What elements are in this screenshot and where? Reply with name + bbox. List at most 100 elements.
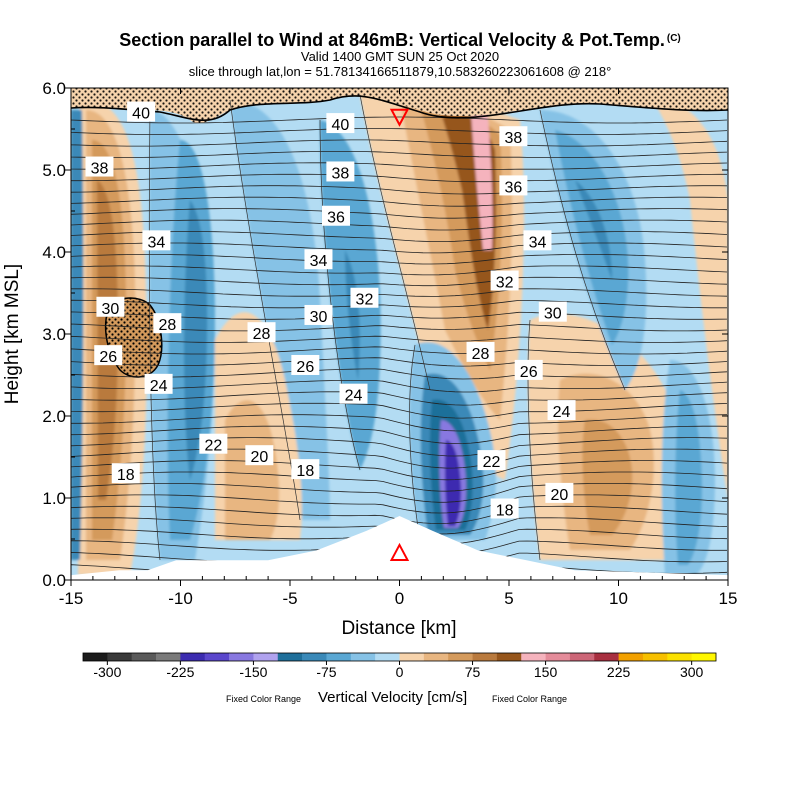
theta-label-box [304,249,333,270]
theta-label-box [490,270,519,291]
y-tick-label: 1.0 [42,489,66,508]
x-tick-label: -15 [59,589,84,608]
theta-label-text: 34 [310,253,328,270]
theta-label: 22 [199,433,228,455]
theta-label-box [466,341,495,362]
theta-label: 36 [499,175,528,196]
isentrope-line [71,231,728,243]
theta-label-box [523,230,552,251]
theta-label-text: 36 [327,210,345,227]
isentrope-line [71,448,728,469]
updraft-core-center [225,400,280,540]
isentrope-line [71,368,728,380]
y-tick-label: 4.0 [42,243,66,262]
updraft-column-edge [650,95,728,500]
colorbar-swatch [545,653,571,661]
theta-label-text: 26 [296,359,314,376]
theta-label-box [499,126,528,147]
colorbar-tick-label: -225 [166,664,194,680]
theta-label: 28 [466,341,495,363]
theta-label: 24 [547,400,576,421]
theta-label: 18 [490,498,519,519]
isentrope-line [71,460,728,481]
isentrope-line [71,219,728,231]
theta-label-box [245,445,274,466]
theta-label: 40 [127,101,156,123]
theta-label-box [490,498,519,519]
chart-title: Section parallel to Wind at 846mB: Verti… [0,30,800,51]
chart-subtitle-slice: slice through lat,lon = 51.7813416651187… [188,64,612,79]
colorbar-swatch [594,653,619,661]
isentrope-line [71,288,728,297]
isentrope-line [71,414,728,432]
theta-label-box [85,156,114,177]
colorbar-tick-label: 225 [607,664,631,680]
terrain-mask [71,516,728,580]
theta-label-text: 34 [529,234,547,251]
chart-subtitle-valid-time: Valid 1400 GMT SUN 25 Oct 2020 [300,49,500,64]
isentrope-line [71,208,728,219]
theta-label: 24 [144,373,173,395]
theta-label: 30 [96,296,125,318]
theta-label: 34 [142,230,171,251]
theta-label-box [538,301,567,322]
theta-label-text: 26 [99,349,117,366]
downdraft-region-3 [184,200,208,480]
theta-label-box [144,373,173,394]
theta-label-box [127,101,156,122]
theta-label-text: 36 [504,179,522,196]
y-axis-label: Height [km MSL] [2,264,23,404]
colorbar-swatch [350,653,376,661]
theta-label-text: 20 [250,449,268,466]
x-tick-label: 0 [395,589,404,608]
isentrope-line [71,265,728,276]
theta-label-text: 26 [520,364,538,381]
theta-label: 28 [247,322,276,343]
y-tick-label: 5.0 [42,161,66,180]
downdraft-core-far-right [675,390,702,565]
theta-label: 20 [245,445,274,466]
theta-label-text: 38 [91,161,109,178]
x-tick-label: -5 [282,589,297,608]
theta-label: 18 [291,459,320,480]
theta-label-text: 40 [132,106,150,123]
theta-label: 32 [490,270,519,292]
x-axis-label: Distance [km] [341,618,456,639]
theta-label: 38 [326,161,355,182]
colorbar-swatch [204,653,230,661]
isentrope-line [71,276,728,287]
colorbar-swatch [156,653,181,661]
isentrope-line [71,254,728,265]
theta-label-text: 38 [504,130,522,147]
theta-label-text: 32 [356,292,374,309]
colorbar-swatch [667,653,692,661]
theta-label-box [339,383,368,404]
colorbar-swatch [691,653,717,661]
theta-label-text: 18 [496,502,514,519]
colorbar-swatch [642,653,668,661]
theta-label-text: 28 [253,326,271,343]
theta-label: 38 [85,156,114,178]
theta-label-text: 18 [117,467,135,484]
theta-label: 18 [111,463,140,484]
theta-label-box [326,113,355,134]
theta-label: 34 [523,230,552,251]
colorbar-tick-label: 75 [465,664,481,680]
theta-label-box [321,205,350,226]
theta-label-box [514,359,543,380]
copyright-mark: (C) [666,33,681,44]
isentrope-line [71,162,728,170]
colorbar-swatch [375,653,400,661]
isentrope-line [71,196,728,207]
theta-label-box [350,287,379,308]
theta-label-box [499,175,528,196]
theta-label-box [153,313,182,334]
theta-label-text: 28 [472,346,490,363]
theta-label: 30 [304,304,333,326]
colorbar-swatch [496,653,522,661]
theta-label-box [547,400,576,421]
colorbar-swatch [229,653,254,661]
updraft-core-far-right-2 [582,419,633,535]
colorbar-tick-label: -300 [93,664,121,680]
colorbar-swatch [472,653,498,661]
